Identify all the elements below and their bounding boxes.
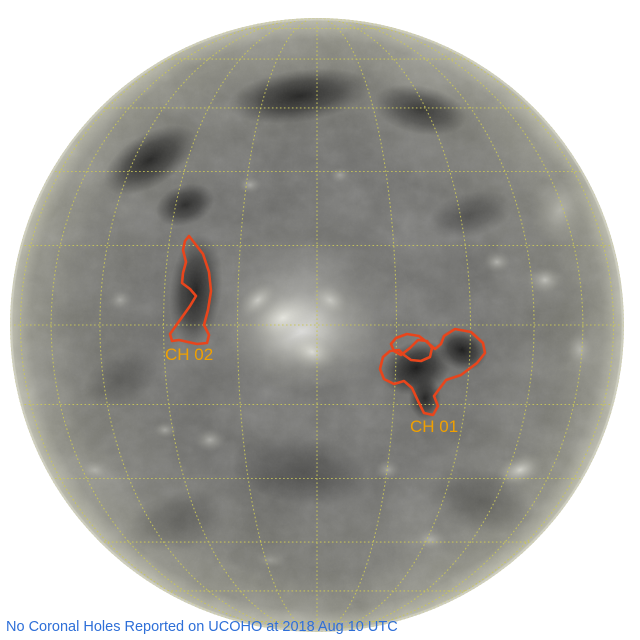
footer-note: No Coronal Holes Reported on UCOHO at 20… [6, 619, 398, 635]
coronal-hole-label-ch01: CH 01 [410, 417, 458, 436]
limb-edge [10, 18, 624, 632]
coronal-hole-label-ch02: CH 02 [165, 345, 213, 364]
coronal-hole-outlines [168, 234, 487, 417]
coronal-hole-outline-ch02[interactable] [168, 234, 213, 346]
coronal-hole-outline-ch01[interactable] [378, 327, 487, 417]
coronal-hole-labels: CH 01 CH 02 [165, 345, 458, 436]
